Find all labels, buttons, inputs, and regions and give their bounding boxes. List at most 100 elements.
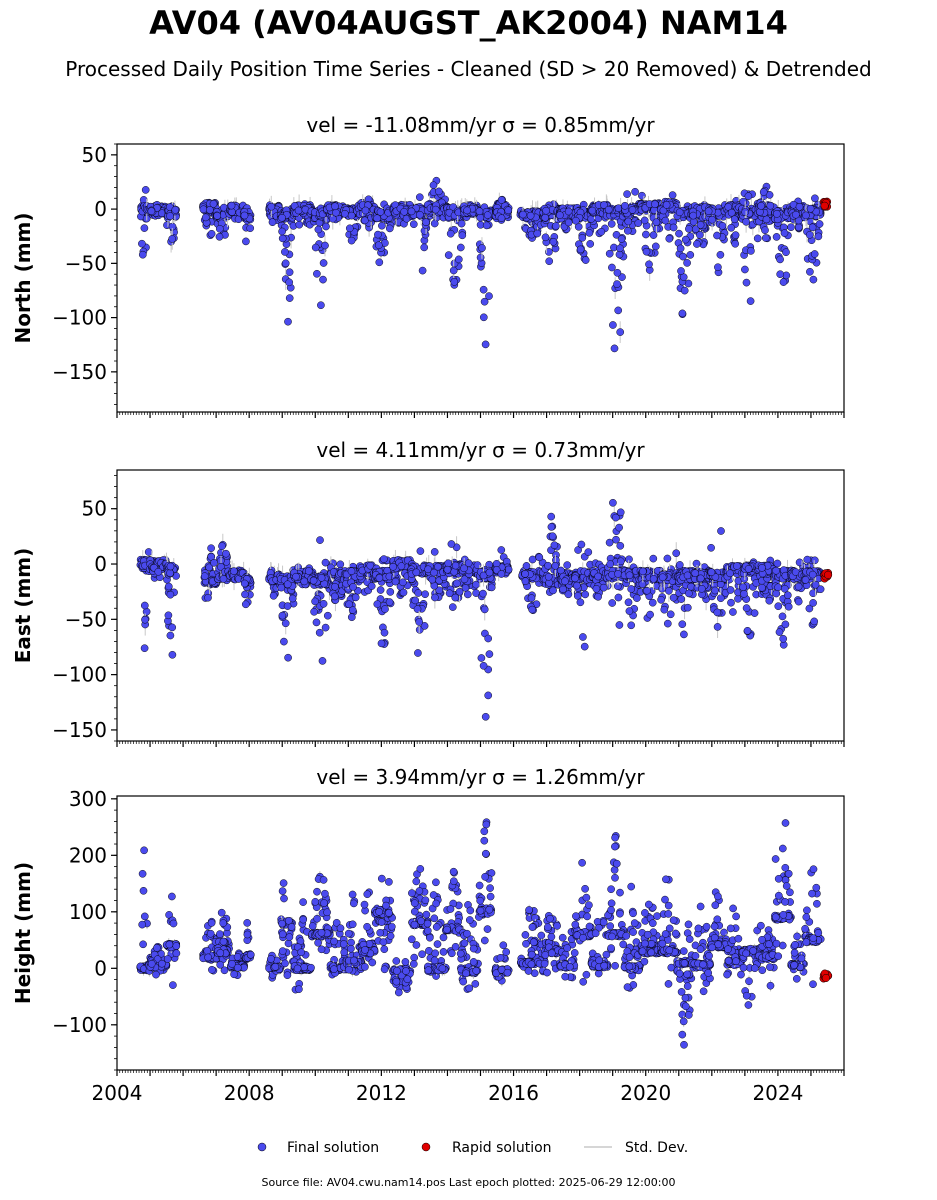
- east-panel: vel = 4.11mm/yr σ = 0.73mm/yr500−50−100−…: [11, 438, 845, 747]
- north-final-point: [731, 231, 740, 239]
- east-final-point: [351, 593, 360, 602]
- east-final-point: [448, 603, 457, 611]
- north-final-point: [677, 267, 685, 275]
- north-panel-title: vel = -11.08mm/yr σ = 0.85mm/yr: [306, 113, 655, 137]
- east-final-point: [412, 568, 421, 577]
- east-final-point: [687, 582, 695, 591]
- east-final-point: [780, 584, 789, 593]
- north-final-point: [341, 209, 349, 218]
- north-final-point: [645, 260, 653, 269]
- north-final-point: [449, 266, 458, 275]
- north-final-point: [227, 201, 236, 210]
- east-final-point: [729, 608, 737, 616]
- east-final-point: [774, 583, 782, 592]
- east-final-point: [658, 573, 667, 582]
- north-final-point: [454, 255, 463, 264]
- east-final-point: [304, 567, 313, 575]
- east-final-point: [283, 580, 292, 589]
- east-final-point: [765, 596, 774, 605]
- east-final-point: [477, 654, 486, 662]
- east-final-point: [783, 591, 792, 600]
- east-final-point: [561, 577, 569, 586]
- east-final-point: [711, 586, 719, 595]
- east-final-point: [680, 630, 688, 639]
- north-final-point: [739, 197, 748, 206]
- north-final-point: [480, 297, 489, 306]
- north-final-point: [285, 278, 294, 287]
- panels-group: vel = -11.08mm/yr σ = 0.85mm/yr 50 0 −50 −10…: [11, 113, 845, 1105]
- north-ytick-label: −100: [52, 306, 107, 330]
- north-final-point: [610, 344, 619, 353]
- north-final-point: [497, 196, 506, 204]
- east-final-point: [685, 589, 693, 598]
- north-final-point: [240, 211, 249, 220]
- east-final-point: [166, 590, 175, 599]
- north-final-point: [696, 221, 705, 229]
- east-final-point: [415, 618, 424, 626]
- east-final-point: [435, 586, 444, 595]
- north-final-point: [649, 231, 658, 239]
- north-final-point: [319, 259, 328, 267]
- north-final-point: [613, 268, 622, 277]
- north-final-point: [319, 275, 327, 284]
- north-final-point: [680, 286, 689, 295]
- east-final-point: [144, 548, 153, 556]
- north-final-point: [640, 216, 649, 225]
- north-final-point: [313, 269, 321, 278]
- east-final-point: [455, 587, 464, 596]
- east-final-point: [742, 604, 751, 612]
- north-final-point: [613, 280, 621, 288]
- east-final-point: [774, 602, 783, 611]
- east-final-point: [648, 598, 657, 607]
- east-final-point: [241, 600, 250, 609]
- north-final-point: [782, 248, 790, 257]
- east-final-point: [584, 548, 593, 556]
- east-final-point: [643, 586, 651, 595]
- east-final-point: [612, 535, 620, 544]
- north-final-point: [431, 205, 440, 214]
- east-final-point: [349, 583, 357, 591]
- north-final-point: [213, 211, 222, 220]
- north-final-point: [483, 211, 492, 219]
- east-final-point: [614, 570, 622, 578]
- north-final-point: [652, 218, 661, 227]
- north-final-point: [420, 243, 429, 252]
- north-final-point: [481, 340, 490, 349]
- east-final-point: [386, 588, 395, 596]
- north-final-point: [209, 200, 218, 208]
- east-final-point: [447, 540, 456, 548]
- east-final-point: [608, 599, 617, 607]
- east-final-point: [375, 574, 384, 582]
- east-final-point: [321, 558, 330, 567]
- north-final-point: [281, 259, 290, 268]
- north-final-point: [141, 186, 150, 194]
- north-final-point: [693, 240, 701, 248]
- north-final-point: [140, 224, 149, 232]
- east-final-point: [424, 565, 432, 574]
- east-final-point: [451, 561, 460, 570]
- east-final-point: [649, 575, 658, 583]
- north-final-point: [457, 219, 466, 228]
- east-final-point: [666, 610, 675, 619]
- north-final-point: [519, 210, 527, 219]
- north-final-point: [678, 309, 687, 318]
- east-final-point: [625, 571, 634, 580]
- east-final-point: [166, 562, 175, 571]
- north-final-point: [761, 226, 769, 235]
- north-final-point: [168, 235, 177, 243]
- north-final-point: [621, 201, 629, 210]
- east-final-point: [657, 595, 665, 604]
- north-final-point: [463, 206, 471, 215]
- east-final-point: [615, 523, 623, 532]
- east-final-point: [573, 592, 582, 600]
- east-data-points: [136, 498, 833, 721]
- north-final-point: [675, 229, 683, 238]
- east-final-point: [550, 541, 559, 550]
- north-final-point: [679, 252, 687, 261]
- east-final-point: [269, 591, 278, 600]
- north-final-point: [314, 225, 323, 234]
- east-final-point: [609, 498, 617, 507]
- east-final-point: [669, 593, 678, 602]
- north-final-point: [616, 328, 625, 336]
- north-final-point: [600, 201, 608, 209]
